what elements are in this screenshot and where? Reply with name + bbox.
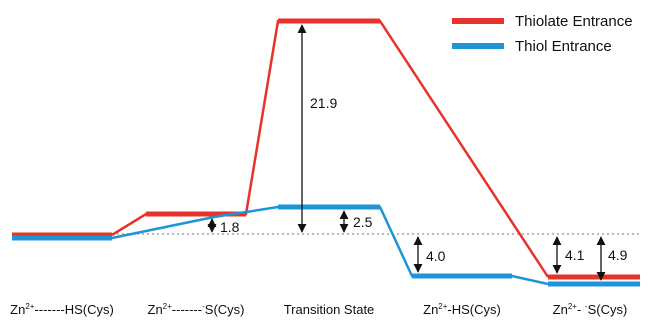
thiol-connector-line <box>111 205 549 286</box>
state-label-product: Zn2+- -S(Cys) <box>553 302 628 317</box>
state-label-reactant: Zn2+-------HS(Cys) <box>10 302 114 317</box>
legend-label-thiolate: Thiolate Entrance <box>515 13 633 30</box>
value-label-thiolate-complex: 1.8 <box>220 219 240 235</box>
thiolate-pathway <box>12 18 640 280</box>
state-label-intermediate: Zn2+-HS(Cys) <box>423 302 501 317</box>
value-label-thiol-product: 4.0 <box>426 248 446 264</box>
state-label-transition-state: Transition State <box>284 302 375 317</box>
thiolate-connector-line <box>111 19 550 278</box>
legend: Thiolate Entrance Thiol Entrance <box>452 13 633 55</box>
value-label-thiol-barrier: 2.5 <box>353 214 373 230</box>
value-label-product-gap: 4.1 <box>565 247 585 263</box>
energy-arrows <box>207 24 606 281</box>
thiol-pathway <box>12 204 640 287</box>
legend-label-thiol: Thiol Entrance <box>515 38 612 55</box>
state-label-complex: Zn2+--------S(Cys) <box>148 302 245 317</box>
value-label-product-total: 4.9 <box>608 247 628 263</box>
state-labels: Zn2+-------HS(Cys) Zn2+--------S(Cys) Tr… <box>10 302 627 317</box>
value-label-thiolate-barrier: 21.9 <box>310 95 337 111</box>
